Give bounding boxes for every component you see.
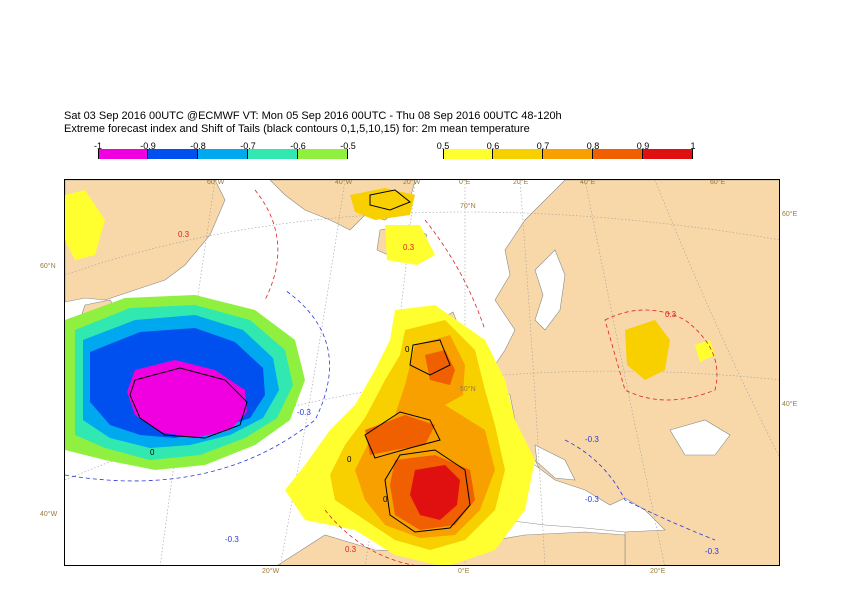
sot-contour-british <box>409 339 451 376</box>
coord-inner-50n: 50°N <box>460 386 476 393</box>
contour-label-sot-3: 0 <box>383 495 388 504</box>
efi-cold-anomaly <box>65 295 305 470</box>
pos-contour-south <box>324 509 415 565</box>
coord-top-20e: 20°E <box>513 179 529 186</box>
contour-label-neg-2: -0.3 <box>585 495 599 504</box>
legend-cold-tick-0: -1 <box>93 141 103 151</box>
legend-warm-tick-0: 0.5 <box>436 141 450 151</box>
legend-cold-tick-3: -0.7 <box>240 141 256 151</box>
coord-left-60n: 60°N <box>40 263 56 270</box>
legend-cold-tick-5: -0.5 <box>340 141 356 151</box>
sot-contour-cold <box>129 367 248 439</box>
contour-label-neg-3: -0.3 <box>705 547 719 556</box>
legend-cold-swatch-0 <box>98 149 148 159</box>
efi-map: -0.3 -0.3 -0.3 -0.3 -0.3 0.3 0.3 0.3 0.3 0 0 0 0 60°… <box>64 179 780 566</box>
contour-label-neg-0: -0.3 <box>297 408 311 417</box>
efi-dashed-contours <box>65 189 718 565</box>
coord-top-20w: 20°W <box>403 179 421 186</box>
efi-warm-east-patch-small <box>695 340 715 362</box>
baltic-sea <box>534 249 566 331</box>
coord-top-60w: 60°W <box>207 179 225 186</box>
legend-warm-tick-3: 0.8 <box>586 141 600 151</box>
legend-cold-swatch-3 <box>248 149 298 159</box>
contour-label-neg-4: -0.3 <box>225 535 239 544</box>
contour-label-sot-2: 0 <box>405 345 410 354</box>
efi-warm-east-patch <box>625 320 670 380</box>
coord-right-40e: 40°E <box>782 401 798 408</box>
legend-warm-swatch-1 <box>493 149 543 159</box>
efi-warm-iceland-patch <box>385 225 435 265</box>
legend-warm-swatch-4 <box>643 149 693 159</box>
legend-warm-tick-1: 0.6 <box>486 141 500 151</box>
contour-label-neg-1: -0.3 <box>585 435 599 444</box>
coord-top-40e: 40°E <box>580 179 596 186</box>
adriatic-sea <box>534 444 576 481</box>
legend-cold-tick-1: -0.9 <box>140 141 156 151</box>
legend-warm-swatch-0 <box>443 149 493 159</box>
legend-warm-tick-2: 0.7 <box>536 141 550 151</box>
coord-left-40w: 40°W <box>40 511 58 518</box>
efi-warm-0-9 <box>410 465 460 520</box>
efi-warm-anomaly <box>65 188 715 565</box>
pos-contour-north <box>424 219 486 331</box>
pos-contour-east <box>604 309 718 401</box>
sot-contour-biscay <box>364 411 441 459</box>
legend-warm-tick-4: 0.9 <box>636 141 650 151</box>
pos-contour-greenland <box>254 189 279 301</box>
efi-cold-minus-0-9 <box>127 360 247 438</box>
contour-label-pos-0: 0.3 <box>178 230 190 239</box>
title-line-1: Sat 03 Sep 2016 00UTC @ECMWF VT: Mon 05 … <box>64 110 562 122</box>
contour-label-sot-1: 0 <box>347 455 352 464</box>
legend-cold-tick-2: -0.8 <box>190 141 206 151</box>
legend-warm-swatch-2 <box>543 149 593 159</box>
legend-cold-swatch-1 <box>148 149 198 159</box>
contour-label-pos-1: 0.3 <box>403 243 415 252</box>
legend-warm: 0.5 0.6 0.7 0.8 0.9 1 <box>437 141 696 159</box>
coord-inner-70n: 70°N <box>460 203 476 210</box>
legend-warm-swatch-3 <box>593 149 643 159</box>
neg-contour-atlantic <box>65 289 330 482</box>
land-north-america <box>65 180 226 303</box>
legend-cold-swatch-4 <box>298 149 348 159</box>
sot-contours <box>129 189 471 533</box>
coord-bottom-0e: 0°E <box>458 568 470 575</box>
sot-contour-greenland <box>369 189 411 211</box>
map-svg <box>65 180 779 565</box>
coord-right-60e: 60°E <box>782 211 798 218</box>
title-line-2: Extreme forecast index and Shift of Tail… <box>64 123 530 135</box>
contour-label-pos-2: 0.3 <box>665 310 677 319</box>
coord-top-60e: 60°E <box>710 179 726 186</box>
legend-cold-tick-4: -0.6 <box>290 141 306 151</box>
coord-bottom-20w: 20°W <box>262 568 280 575</box>
coord-bottom-20e: 20°E <box>650 568 666 575</box>
legend-warm-tick-5: 1 <box>690 141 696 151</box>
contour-label-sot-0: 0 <box>150 448 155 457</box>
coord-top-0e: 0°E <box>459 179 471 186</box>
efi-warm-greenland-patch <box>350 188 415 220</box>
black-sea <box>669 419 731 456</box>
coord-top-40w: 40°W <box>335 179 353 186</box>
efi-warm-labrador-patch <box>65 190 105 260</box>
contour-label-pos-3: 0.3 <box>345 545 357 554</box>
legend-cold-swatch-2 <box>198 149 248 159</box>
legend-cold: -1 -0.9 -0.8 -0.7 -0.6 -0.5 <box>94 141 356 159</box>
sot-contour-iberia <box>384 449 471 533</box>
neg-contour-med <box>564 439 716 541</box>
